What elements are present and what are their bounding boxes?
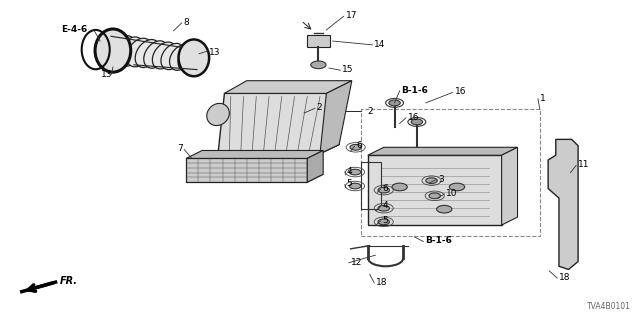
Bar <box>307 35 330 47</box>
Circle shape <box>378 205 390 211</box>
Circle shape <box>389 100 400 106</box>
Text: 16: 16 <box>408 113 419 122</box>
Bar <box>362 109 540 236</box>
Text: 11: 11 <box>578 160 589 169</box>
Text: 13: 13 <box>209 48 220 57</box>
Text: 3: 3 <box>438 174 444 184</box>
Polygon shape <box>186 150 323 158</box>
Ellipse shape <box>161 44 184 70</box>
Text: 14: 14 <box>374 40 385 49</box>
Text: 6: 6 <box>356 141 362 150</box>
Circle shape <box>349 169 361 175</box>
Text: 5: 5 <box>347 179 353 188</box>
Ellipse shape <box>178 46 200 71</box>
Ellipse shape <box>207 103 229 125</box>
Text: 16: 16 <box>455 87 467 96</box>
Text: 18: 18 <box>559 273 570 282</box>
Text: 10: 10 <box>446 189 458 198</box>
Ellipse shape <box>95 29 131 72</box>
Circle shape <box>392 183 407 191</box>
Text: 4: 4 <box>383 202 388 211</box>
Circle shape <box>349 183 361 189</box>
Polygon shape <box>320 81 352 154</box>
Circle shape <box>311 61 326 69</box>
Ellipse shape <box>152 42 176 69</box>
Circle shape <box>378 187 390 193</box>
Polygon shape <box>186 174 323 182</box>
Circle shape <box>429 193 440 199</box>
Ellipse shape <box>144 41 168 68</box>
Polygon shape <box>225 81 352 93</box>
Text: FR.: FR. <box>60 276 78 286</box>
Bar <box>368 155 502 225</box>
Text: 7: 7 <box>177 144 183 153</box>
Ellipse shape <box>179 39 209 76</box>
Circle shape <box>449 183 465 191</box>
Ellipse shape <box>170 45 193 70</box>
Polygon shape <box>502 147 518 225</box>
Ellipse shape <box>135 40 160 68</box>
Text: 5: 5 <box>383 216 388 225</box>
Text: 2: 2 <box>317 103 323 112</box>
Circle shape <box>350 144 362 150</box>
Text: 12: 12 <box>351 258 362 267</box>
Text: E-4-6: E-4-6 <box>61 25 88 35</box>
Text: B-1-6: B-1-6 <box>425 236 452 245</box>
Text: 8: 8 <box>183 18 189 27</box>
Text: 18: 18 <box>376 278 388 287</box>
Circle shape <box>436 205 452 213</box>
Ellipse shape <box>127 38 152 67</box>
Text: B-1-6: B-1-6 <box>401 86 428 95</box>
Ellipse shape <box>118 37 143 66</box>
Text: TVA4B0101: TVA4B0101 <box>587 302 631 311</box>
Polygon shape <box>548 140 578 269</box>
Polygon shape <box>368 147 518 155</box>
Text: 6: 6 <box>383 184 388 193</box>
Text: 13: 13 <box>100 70 112 79</box>
Circle shape <box>378 219 390 225</box>
Text: 17: 17 <box>346 11 357 20</box>
Circle shape <box>411 119 422 125</box>
Polygon shape <box>307 150 323 182</box>
Circle shape <box>426 178 437 183</box>
Text: 1: 1 <box>540 94 545 103</box>
Ellipse shape <box>109 36 136 65</box>
Text: 2: 2 <box>368 107 373 116</box>
Text: 15: 15 <box>342 65 354 74</box>
Text: 4: 4 <box>347 167 353 176</box>
Polygon shape <box>218 93 339 154</box>
Bar <box>186 158 307 182</box>
